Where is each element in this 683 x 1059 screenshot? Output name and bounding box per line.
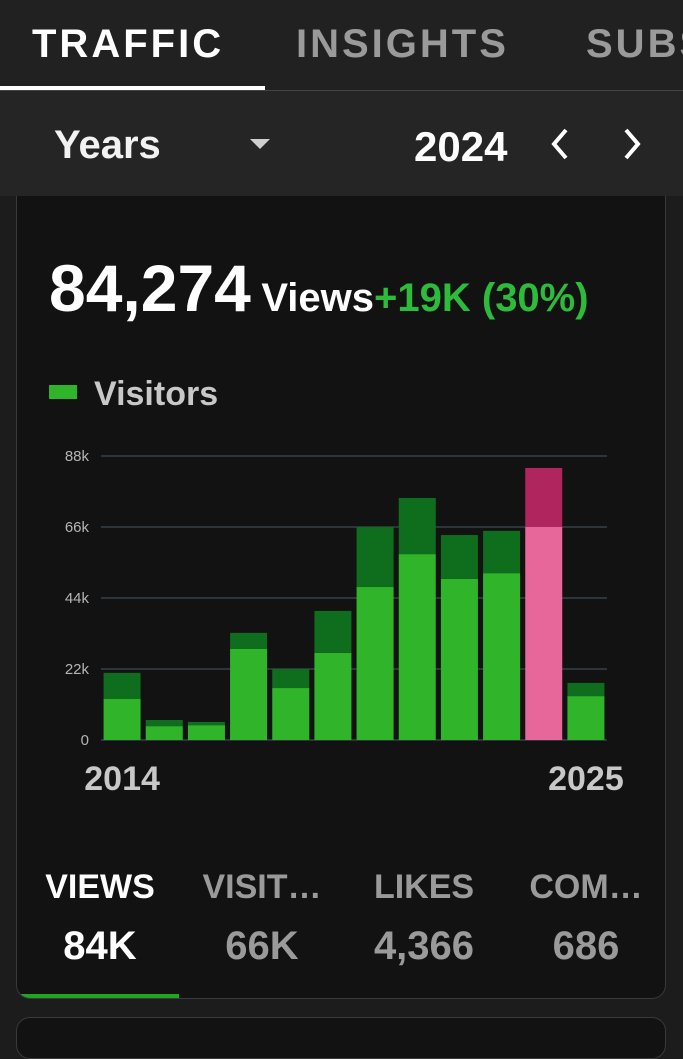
bar-segment xyxy=(398,554,436,740)
tab-bar: TRAFFIC INSIGHTS SUBSCRIBERS xyxy=(0,0,683,91)
bar-segment xyxy=(187,721,225,726)
x-tick-label: 2014 xyxy=(84,760,160,798)
stat-indicator xyxy=(21,994,179,998)
next-button[interactable] xyxy=(620,127,644,161)
bar-segment xyxy=(525,467,563,527)
prev-button[interactable] xyxy=(548,127,572,161)
bar-segment xyxy=(567,682,605,697)
bar-segment xyxy=(103,699,141,740)
stat-label[interactable]: COM… xyxy=(529,868,643,906)
stat-value[interactable]: 686 xyxy=(552,924,620,968)
bar-segment xyxy=(103,672,141,700)
tab-indicator xyxy=(0,86,265,90)
bar-segment xyxy=(145,726,183,740)
bar-segment xyxy=(398,497,436,555)
bar-segment xyxy=(314,610,352,653)
bar-segment xyxy=(356,527,394,588)
y-tick-label: 44k xyxy=(65,590,90,607)
bar-segment xyxy=(483,573,521,740)
stat-label[interactable]: VISIT… xyxy=(202,868,322,906)
bar-segment xyxy=(145,719,183,727)
total-views: 84,274 xyxy=(49,251,251,325)
views-unit: Views xyxy=(261,276,375,320)
stat-value[interactable]: 66K xyxy=(225,924,299,968)
next-card xyxy=(16,1017,666,1059)
bar-segment xyxy=(483,530,521,574)
tab[interactable]: INSIGHTS xyxy=(296,22,509,66)
bar-segment xyxy=(525,527,563,740)
bar-segment xyxy=(272,669,310,689)
tab[interactable]: SUBSCRIBERS xyxy=(586,22,683,66)
dropdown-arrow[interactable] xyxy=(250,139,270,151)
summary: 84,274 Views+19K (30%) xyxy=(49,250,637,340)
y-tick-label: 22k xyxy=(65,661,90,678)
legend-label: Visitors xyxy=(94,375,218,413)
bar-segment xyxy=(230,632,268,649)
stat-value[interactable]: 84K xyxy=(63,924,137,968)
bar-segment xyxy=(230,648,268,740)
tab[interactable]: TRAFFIC xyxy=(32,22,225,66)
stat-value[interactable]: 4,366 xyxy=(373,924,475,968)
stat-label[interactable]: LIKES xyxy=(373,868,475,906)
period-unit[interactable]: Years xyxy=(54,123,161,167)
y-tick-label: 88k xyxy=(65,448,90,465)
views-change: +19K (30%) xyxy=(374,276,589,320)
y-tick-label: 0 xyxy=(81,732,89,749)
bar-segment xyxy=(187,725,225,740)
traffic-card: 84,274 Views+19K (30%) Visitors 0 22k 44k 66… xyxy=(16,196,666,999)
bar-segment xyxy=(272,688,310,740)
x-tick-label: 2025 xyxy=(548,760,624,798)
bar-segment xyxy=(567,696,605,740)
y-tick-label: 66k xyxy=(65,519,90,536)
legend-swatch xyxy=(49,385,77,399)
bar-segment xyxy=(440,578,478,740)
bar-segment xyxy=(440,535,478,579)
stat-label[interactable]: VIEWS xyxy=(45,868,155,906)
chart: Visitors 0 22k 44k 66k 88k 2014 2025 xyxy=(49,375,624,798)
bar-segment xyxy=(314,652,352,740)
period-year: 2024 xyxy=(414,123,508,170)
bar-segment xyxy=(356,587,394,740)
period-bar: Years 2024 xyxy=(0,91,683,196)
